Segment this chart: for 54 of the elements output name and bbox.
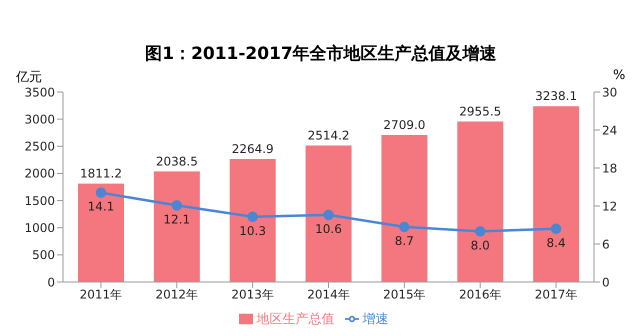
y2-tick-label: 30 — [602, 85, 618, 100]
bar — [306, 146, 352, 282]
data-label: 1811.2 — [80, 166, 122, 181]
y-tick-label: 1500 — [24, 194, 55, 208]
x-tick-label: 2017年 — [534, 288, 578, 302]
data-label: 8.0 — [470, 238, 490, 252]
y-tick-label: 2000 — [24, 166, 55, 181]
point — [399, 222, 410, 232]
y-tick-label: 3000 — [24, 112, 55, 126]
bar — [230, 159, 276, 282]
bar — [381, 134, 428, 282]
y-tick-label: 500 — [32, 248, 55, 262]
y2-tick-label: 6 — [602, 237, 610, 252]
point — [247, 212, 258, 222]
y-tick-label: 2500 — [24, 140, 55, 154]
x-tick-label: 2013年 — [231, 288, 274, 302]
x-tick-label: 2012年 — [156, 288, 198, 302]
bar — [457, 122, 504, 282]
data-label: 14.1 — [88, 200, 114, 214]
data-label: 2038.5 — [156, 154, 198, 168]
y2-tick-label: 0 — [602, 275, 610, 290]
y-tick-label: 3500 — [24, 85, 55, 100]
data-label: 8.4 — [546, 236, 566, 250]
data-label: 3238.1 — [535, 89, 578, 104]
data-label: 10.3 — [239, 224, 266, 238]
y-axis-title: 亿元 — [16, 69, 42, 86]
data-label: 2955.5 — [459, 104, 502, 119]
legend-label: 地区生产总值 — [256, 312, 334, 327]
data-label: 2264.9 — [232, 142, 274, 156]
x-tick-label: 2014年 — [307, 288, 350, 302]
x-tick-label: 2016年 — [458, 288, 502, 302]
x-tick-label: 2011年 — [80, 288, 122, 302]
y2-tick-label: 12 — [602, 199, 618, 214]
bar — [533, 106, 580, 282]
data-label: 2514.2 — [308, 128, 350, 143]
data-label: 8.7 — [394, 234, 414, 248]
y2-axis-title: % — [613, 68, 626, 83]
bar — [154, 171, 200, 282]
x-tick-label: 2015年 — [383, 288, 426, 302]
data-label: 12.1 — [163, 212, 190, 226]
legend-label: 增速 — [362, 312, 388, 327]
point — [172, 200, 182, 211]
y2-tick-label: 18 — [602, 161, 618, 176]
point — [550, 224, 562, 234]
data-label: 2709.0 — [383, 118, 426, 132]
y-tick-label: 0 — [47, 275, 55, 290]
y-tick-label: 1000 — [24, 220, 55, 235]
y2-tick-label: 24 — [602, 123, 618, 138]
point — [474, 226, 486, 237]
bar — [78, 184, 124, 282]
chart-title: 图1：2011-2017年全市地区生产总值及增速 — [144, 43, 498, 65]
point — [96, 187, 106, 198]
point — [323, 210, 334, 220]
data-label: 10.6 — [315, 222, 342, 236]
